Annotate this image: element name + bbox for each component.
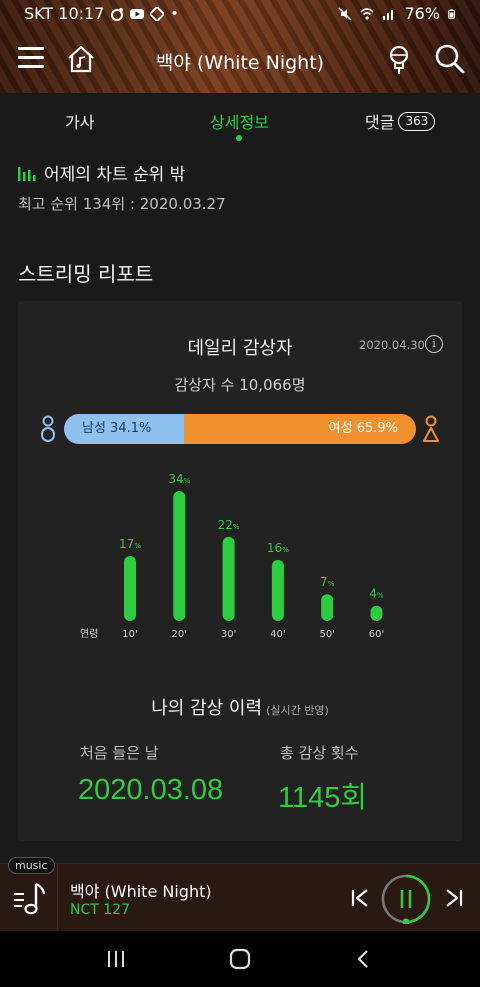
more-notifications-dot: • — [170, 5, 179, 22]
carrier-time: SKT 10:17 — [24, 4, 105, 23]
age-bar-value-label: 4% — [369, 587, 384, 601]
age-bar — [124, 556, 136, 621]
mute-icon — [338, 6, 352, 21]
previous-track-icon[interactable] — [350, 888, 370, 908]
age-bar-value-label: 16% — [267, 541, 289, 555]
age-bar-value-label: 22% — [218, 518, 240, 532]
battery-icon — [448, 8, 455, 19]
first-listen-label: 처음 들은 날 — [80, 744, 159, 762]
now-playing-title: 백야 (White Night) — [70, 882, 212, 901]
female-segment: 여성 65.9% — [184, 414, 416, 444]
page-title: 백야 (White Night) — [155, 52, 325, 74]
mini-player[interactable]: 백야 (White Night) NCT 127 — [0, 863, 480, 932]
realtime-note: (실시간 반영) — [266, 704, 329, 717]
microphone-icon[interactable] — [385, 44, 413, 76]
first-listen-date: 2020.03.08 — [78, 774, 224, 806]
menu-button[interactable] — [18, 47, 44, 71]
female-person-icon — [423, 415, 439, 442]
age-category-label: 30' — [221, 629, 236, 640]
streaming-report-card: 데일리 감상자 2020.04.30 i 감상자 수 10,066명 남성 34… — [18, 301, 462, 841]
age-axis-label: 연령 — [80, 628, 98, 640]
wifi-icon — [360, 7, 375, 20]
tab-details[interactable]: 상세정보 — [210, 109, 269, 141]
age-category-label: 20' — [172, 629, 187, 640]
streaming-report-title: 스트리밍 리포트 — [18, 262, 154, 286]
status-bar: SKT 10:17 • 76% — [0, 0, 480, 28]
player-divider — [57, 864, 58, 932]
age-bar — [370, 605, 383, 621]
signal-icon — [383, 9, 394, 20]
pause-button[interactable] — [381, 874, 431, 924]
male-segment: 남성 34.1% — [64, 414, 185, 444]
back-icon[interactable] — [356, 949, 370, 969]
tab-comments-label: 댓글 — [365, 113, 395, 132]
listener-count: 감상자 수 10,066명 — [174, 376, 306, 394]
age-distribution-chart: 연령 17% 10' 34% 20' 22% 30' 16% 40' 7% 50' 4% 60' — [80, 472, 384, 640]
chart-rank-status: 어제의 차트 순위 밖 — [18, 160, 185, 185]
app-header: 백야 (White Night) — [0, 28, 480, 93]
active-tab-indicator — [236, 135, 242, 141]
age-bar-value-label: 7% — [320, 575, 335, 589]
age-bar — [271, 559, 284, 621]
playlist-note-icon[interactable] — [12, 878, 48, 918]
total-plays-label: 총 감상 횟수 — [280, 744, 359, 762]
home-icon[interactable] — [229, 948, 251, 970]
age-bar — [321, 594, 334, 621]
notification-icon — [111, 7, 124, 21]
tab-bar: 가사 상세정보 댓글 363 — [0, 93, 480, 146]
daily-listeners-title: 데일리 감상자 — [187, 338, 293, 359]
gender-ratio-bar: 남성 34.1% 여성 65.9% — [64, 414, 416, 444]
system-nav-bar — [0, 931, 480, 987]
navigation-icon — [150, 6, 165, 21]
tab-lyrics-label: 가사 — [65, 113, 95, 132]
age-category-label: 50' — [319, 629, 334, 640]
age-category-label: 60' — [369, 629, 384, 640]
info-icon[interactable]: i — [425, 335, 443, 353]
age-category-label: 10' — [122, 629, 137, 640]
music-tag: music — [8, 857, 55, 874]
now-playing-artist: NCT 127 — [70, 902, 130, 918]
my-history-title: 나의 감상 이력 (실시간 반영) — [18, 694, 462, 720]
my-history-title-text: 나의 감상 이력 — [151, 698, 263, 719]
youtube-icon — [130, 8, 145, 19]
total-plays-value: 1145회 — [278, 782, 368, 814]
tab-lyrics[interactable]: 가사 — [65, 109, 94, 133]
recent-apps-icon[interactable] — [106, 950, 126, 968]
male-person-icon — [41, 415, 55, 442]
battery-percent: 76% — [404, 4, 440, 23]
best-rank: 최고 순위 134위 : 2020.03.27 — [18, 195, 226, 213]
age-bar-value-label: 17% — [119, 537, 141, 551]
home-music-icon[interactable] — [66, 44, 96, 74]
next-track-icon[interactable] — [444, 888, 464, 908]
age-category-label: 40' — [270, 629, 285, 640]
age-bar-value-label: 34% — [168, 472, 190, 486]
search-icon[interactable] — [434, 43, 466, 75]
chart-rank-label: 어제의 차트 순위 밖 — [44, 165, 186, 185]
report-date: 2020.04.30 — [359, 338, 425, 352]
age-bar — [222, 536, 235, 621]
tab-comments[interactable]: 댓글 363 — [365, 109, 436, 133]
age-bar — [173, 491, 186, 621]
chart-bars-icon — [18, 166, 36, 181]
comment-count-badge: 363 — [398, 111, 436, 131]
tab-details-label: 상세정보 — [210, 113, 269, 132]
